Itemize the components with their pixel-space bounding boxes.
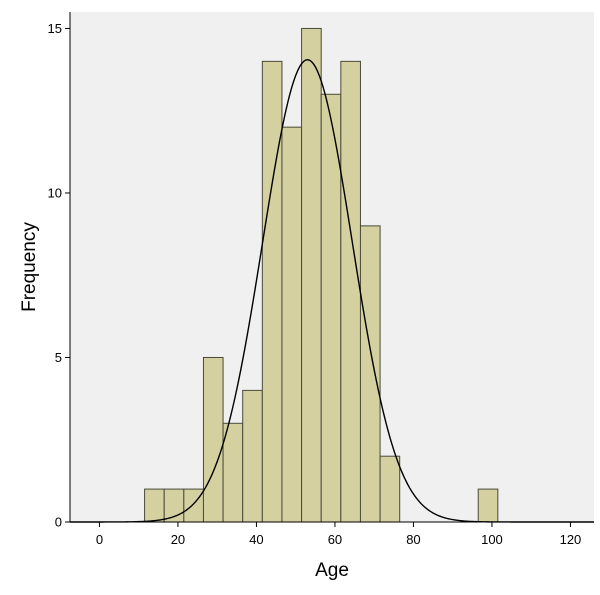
- histogram-bar-11: [359, 225, 381, 523]
- histogram-bar-6: [261, 60, 283, 523]
- histogram-bar-5: [242, 389, 263, 523]
- histogram-bar-13: [477, 488, 499, 523]
- histogram-bar-8: [301, 27, 322, 523]
- y-tick-label-2: 10: [48, 185, 62, 200]
- y-tick-label-0: 0: [55, 515, 62, 530]
- histogram-bar-12: [379, 455, 401, 523]
- x-ticks-group: 0 20 40 60 80 100 120: [96, 522, 581, 547]
- y-tick-label-1: 5: [55, 350, 62, 365]
- y-tick-label-3: 15: [48, 21, 62, 36]
- x-tick-label-4: 80: [406, 532, 420, 547]
- histogram-bar-3: [202, 356, 224, 523]
- x-tick-label-0: 0: [96, 532, 103, 547]
- y-axis-title: Frequency: [19, 222, 40, 312]
- y-ticks-group: 0 5 10 15: [48, 21, 70, 530]
- x-tick-label-5: 100: [481, 532, 503, 547]
- x-axis-title: Age: [315, 560, 349, 581]
- histogram-bar-2: [183, 488, 204, 523]
- histogram-bar-0: [144, 488, 165, 523]
- bars-group: [144, 27, 499, 523]
- x-tick-label-6: 120: [560, 532, 582, 547]
- x-tick-label-1: 20: [171, 532, 185, 547]
- histogram-bar-10: [340, 60, 361, 523]
- x-tick-label-3: 60: [328, 532, 342, 547]
- x-tick-label-2: 40: [249, 532, 263, 547]
- histogram-bar-7: [281, 126, 303, 523]
- histogram-bar-4: [222, 422, 244, 523]
